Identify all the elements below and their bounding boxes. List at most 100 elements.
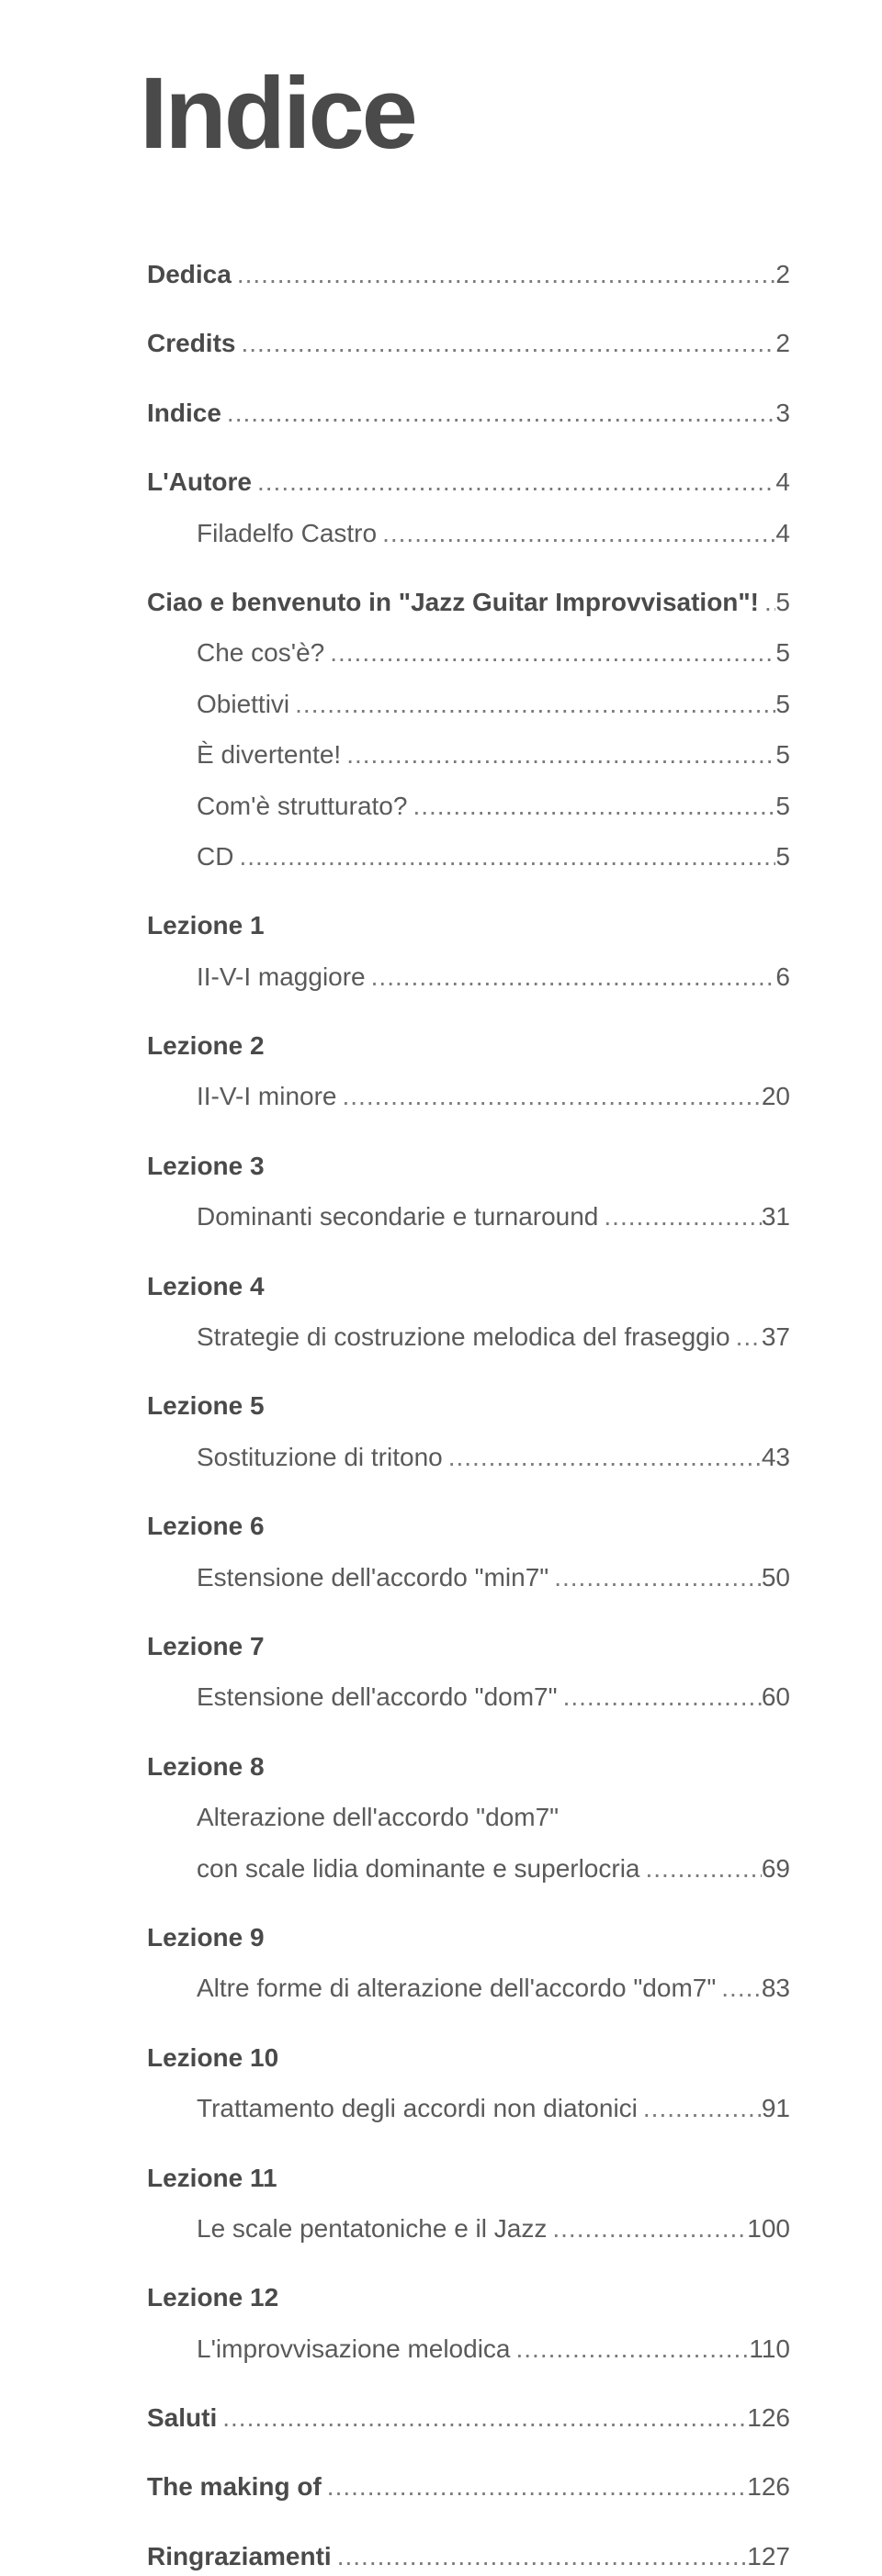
toc-label: Dedica [147,254,232,294]
toc-entry: Lezione 12 [147,2278,790,2317]
toc-label: Lezione 7 [147,1626,265,1666]
toc-entry: Trattamento degli accordi non diatonici9… [147,2088,790,2128]
section-gap [147,1728,790,1747]
toc-leader-dots [640,1849,762,1888]
toc-leader-dots [511,2329,750,2368]
page-title: Indice [140,55,790,172]
toc-leader-dots [407,786,775,826]
toc-leader-dots [322,2467,747,2506]
toc-page-number: 50 [762,1558,790,1597]
section-gap [147,2379,790,2398]
toc-entry: Lezione 4 [147,1266,790,1306]
toc-entry: Lezione 8 [147,1747,790,1786]
toc-leader-dots [716,1968,762,2008]
toc-entry: L'improvvisazione melodica110 [147,2329,790,2368]
toc-page-number: 2 [775,254,790,294]
toc-page-number: 110 [749,2329,790,2368]
toc-label: Indice [147,393,221,433]
toc-leader-dots [289,684,775,724]
toc-page-number: 31 [762,1197,790,1236]
toc-leader-dots [548,1558,762,1597]
toc-entry: Sostituzione di tritono 43 [147,1437,790,1477]
section-gap [147,2140,790,2158]
section-gap [147,2448,790,2467]
toc-entry: Lezione 6 [147,1506,790,1546]
toc-leader-dots [332,2537,748,2576]
toc-page-number: 43 [762,1437,790,1477]
toc-entry: Saluti126 [147,2398,790,2437]
toc-leader-dots [336,1076,761,1116]
toc-page-number: 2 [775,323,790,363]
toc-page-number: 5 [775,633,790,672]
table-of-contents: Dedica 2 Credits 2 Indice 3 L'Autore4 Filadelfo… [147,254,790,2576]
toc-leader-dots [377,513,775,553]
toc-page-number: 3 [775,393,790,433]
toc-label: Lezione 8 [147,1747,265,1786]
toc-label: Lezione 3 [147,1146,265,1186]
toc-label: Lezione 12 [147,2278,278,2317]
toc-label: È divertente! [197,735,341,774]
section-gap [147,887,790,906]
toc-label: Trattamento degli accordi non diatonici [197,2088,638,2128]
section-gap [147,444,790,462]
toc-label: Com'è strutturato? [197,786,407,826]
toc-label: Le scale pentatoniche e il Jazz [197,2209,547,2248]
toc-label: Lezione 1 [147,906,265,945]
toc-label: Credits [147,323,235,363]
toc-page-number: 20 [762,1076,790,1116]
section-gap [147,1608,790,1626]
toc-label: Ciao e benvenuto in "Jazz Guitar Improvv… [147,582,759,622]
toc-label: Strategie di costruzione melodica del fr… [197,1317,730,1356]
toc-label: Lezione 6 [147,1506,265,1546]
toc-entry: Ringraziamenti127 [147,2537,790,2576]
section-gap [147,2259,790,2278]
section-gap [147,1128,790,1146]
toc-entry: È divertente! 5 [147,735,790,774]
toc-label: Lezione 10 [147,2038,278,2077]
toc-entry: CD5 [147,837,790,876]
toc-entry: Filadelfo Castro4 [147,513,790,553]
toc-label: Lezione 9 [147,1918,265,1957]
toc-entry: Che cos'è?5 [147,633,790,672]
toc-leader-dots [217,2398,747,2437]
toc-entry: Lezione 11 [147,2158,790,2198]
toc-entry: Obiettivi 5 [147,684,790,724]
toc-entry: Indice 3 [147,393,790,433]
toc-label: Alterazione dell'accordo "dom7" [197,1797,559,1837]
toc-label: Altre forme di alterazione dell'accordo … [197,1968,716,2008]
toc-leader-dots [547,2209,747,2248]
toc-label: Obiettivi [197,684,289,724]
toc-leader-dots [730,1317,762,1356]
toc-label: Sostituzione di tritono [197,1437,443,1477]
toc-label: L'Autore [147,462,252,501]
section-gap [147,2019,790,2038]
toc-label: Lezione 4 [147,1266,265,1306]
toc-leader-dots [233,837,775,876]
toc-leader-dots [235,323,775,363]
section-gap [147,2518,790,2537]
toc-page-number: 37 [762,1317,790,1356]
toc-entry: Estensione dell'accordo "dom7"60 [147,1677,790,1716]
toc-label: Estensione dell'accordo "min7" [197,1558,548,1597]
toc-label: Lezione 5 [147,1386,265,1425]
toc-entry: L'Autore4 [147,462,790,501]
toc-page-number: 60 [762,1677,790,1716]
toc-page-number: 5 [775,684,790,724]
toc-entry: Ciao e benvenuto in "Jazz Guitar Improvv… [147,582,790,622]
toc-leader-dots [341,735,775,774]
toc-entry: Le scale pentatoniche e il Jazz100 [147,2209,790,2248]
toc-leader-dots [252,462,775,501]
section-gap [147,305,790,323]
toc-entry: Lezione 1 [147,906,790,945]
toc-leader-dots [638,2088,762,2128]
toc-page-number: 69 [762,1849,790,1888]
toc-entry: II-V-I minore20 [147,1076,790,1116]
toc-label: Saluti [147,2398,217,2437]
toc-page-number: 5 [775,735,790,774]
toc-entry: Lezione 2 [147,1026,790,1065]
section-gap [147,1248,790,1266]
toc-label: Lezione 2 [147,1026,265,1065]
toc-page-number: 83 [762,1968,790,2008]
toc-entry: Alterazione dell'accordo "dom7" [147,1797,790,1837]
toc-page-number: 5 [775,786,790,826]
